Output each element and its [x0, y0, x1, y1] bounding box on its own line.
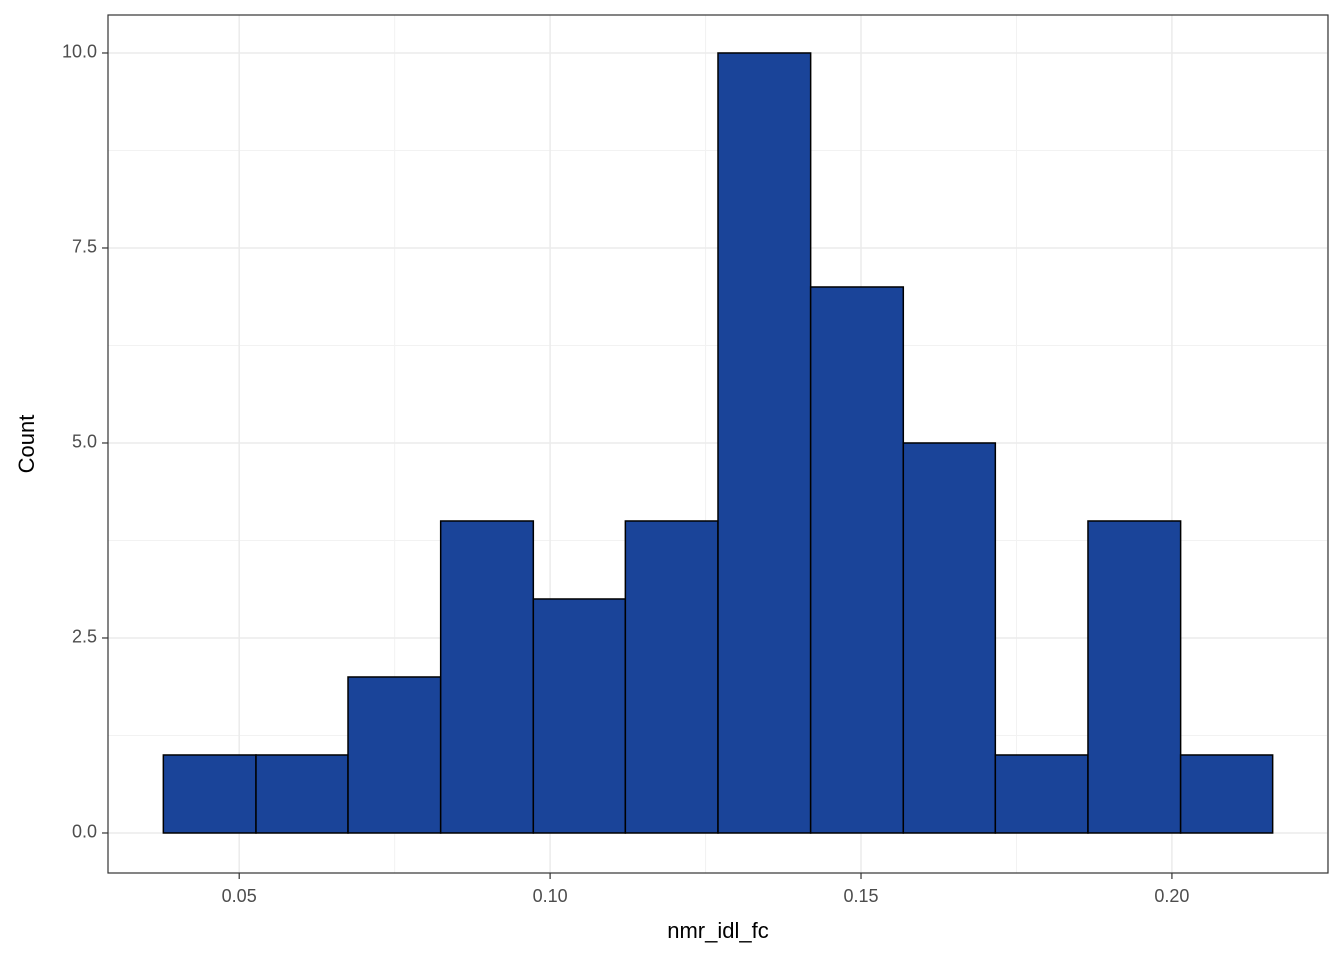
bar — [347, 676, 442, 834]
bar — [532, 598, 627, 834]
y-tick-label: 0.0 — [72, 822, 97, 842]
bar — [902, 442, 997, 834]
bar — [439, 520, 535, 834]
x-axis-label: nmr_idl_fc — [667, 918, 768, 943]
y-tick-label: 2.5 — [72, 627, 97, 647]
bar — [809, 286, 905, 834]
bar — [1087, 520, 1182, 834]
x-tick-label: 0.10 — [533, 886, 568, 906]
x-tick-label: 0.05 — [222, 886, 257, 906]
y-tick-label: 10.0 — [62, 42, 97, 62]
x-tick-label: 0.20 — [1154, 886, 1189, 906]
bar — [1179, 754, 1274, 834]
bar — [162, 754, 257, 834]
y-axis-label: Count — [14, 415, 39, 474]
x-tick-label: 0.15 — [843, 886, 878, 906]
panel-border — [107, 14, 1329, 874]
y-tick-label: 7.5 — [72, 237, 97, 257]
bar — [717, 52, 812, 834]
y-tick-label: 5.0 — [72, 432, 97, 452]
bar — [255, 754, 349, 834]
bar — [994, 754, 1089, 834]
bar — [624, 520, 719, 834]
